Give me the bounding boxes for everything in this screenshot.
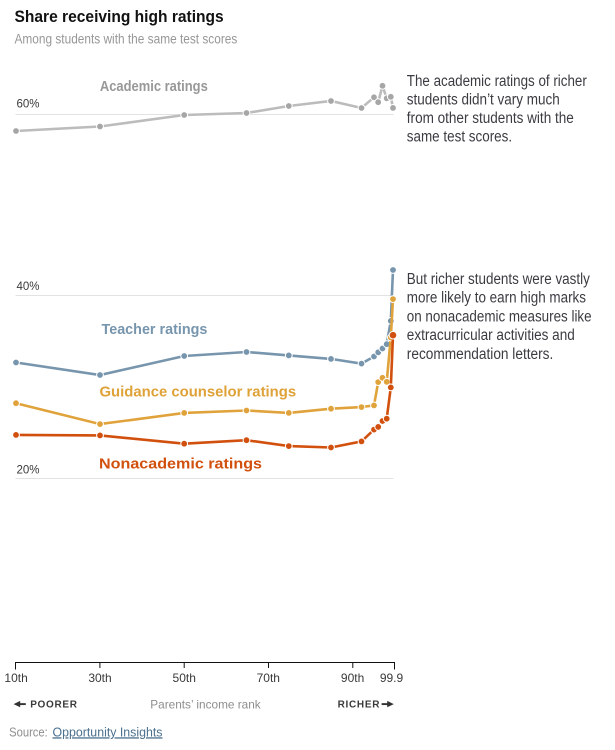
svg-text:10th: 10th <box>4 671 27 685</box>
svg-text:Nonacademic ratings: Nonacademic ratings <box>99 456 262 473</box>
svg-text:20%: 20% <box>17 465 40 477</box>
svg-text:students didn’t vary much: students didn’t vary much <box>407 92 560 109</box>
svg-text:POORER: POORER <box>30 700 78 711</box>
svg-text:Academic ratings: Academic ratings <box>100 78 208 95</box>
svg-text:30th: 30th <box>88 671 111 685</box>
svg-text:The academic ratings of richer: The academic ratings of richer <box>407 73 587 90</box>
svg-text:70th: 70th <box>257 671 280 685</box>
svg-text:40%: 40% <box>17 281 40 293</box>
svg-text:Among students with the same t: Among students with the same test scores <box>15 31 238 47</box>
svg-text:Parents’ income rank: Parents’ income rank <box>150 698 261 712</box>
svg-text:Teacher ratings: Teacher ratings <box>102 321 208 338</box>
svg-text:recommendation letters.: recommendation letters. <box>407 346 554 363</box>
svg-text:60%: 60% <box>17 99 40 111</box>
svg-text:Guidance counselor ratings: Guidance counselor ratings <box>100 384 297 401</box>
svg-text:on nonacademic measures like: on nonacademic measures like <box>407 308 592 325</box>
svg-text:from other students with the: from other students with the <box>407 110 574 127</box>
svg-text:same test scores.: same test scores. <box>407 129 512 146</box>
svg-text:Source:: Source: <box>9 724 48 739</box>
svg-text:extracurricular activities and: extracurricular activities and <box>407 327 575 344</box>
svg-text:50th: 50th <box>173 671 196 685</box>
svg-text:more likely to earn high marks: more likely to earn high marks <box>407 290 586 307</box>
svg-text:RICHER: RICHER <box>338 700 381 711</box>
svg-text:Share receiving high ratings: Share receiving high ratings <box>15 7 224 26</box>
svg-text:Opportunity Insights: Opportunity Insights <box>53 724 163 739</box>
svg-text:99.9: 99.9 <box>380 671 404 685</box>
svg-text:But richer students were vastl: But richer students were vastly <box>407 271 590 288</box>
svg-text:90th: 90th <box>341 671 364 685</box>
